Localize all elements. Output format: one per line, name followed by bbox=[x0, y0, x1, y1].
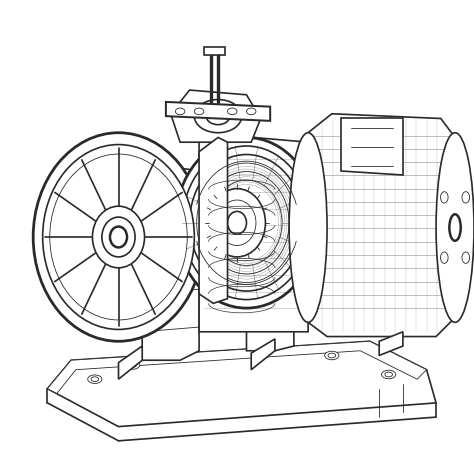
Ellipse shape bbox=[92, 206, 145, 268]
Polygon shape bbox=[199, 133, 308, 332]
Ellipse shape bbox=[175, 108, 185, 115]
Polygon shape bbox=[118, 346, 142, 379]
Ellipse shape bbox=[462, 191, 470, 203]
Ellipse shape bbox=[218, 200, 256, 246]
Polygon shape bbox=[142, 166, 199, 360]
Ellipse shape bbox=[325, 351, 339, 360]
Polygon shape bbox=[166, 102, 270, 121]
Ellipse shape bbox=[194, 100, 242, 133]
Ellipse shape bbox=[462, 252, 470, 264]
Ellipse shape bbox=[211, 180, 282, 265]
Ellipse shape bbox=[182, 146, 310, 300]
Polygon shape bbox=[47, 341, 436, 427]
Ellipse shape bbox=[50, 154, 187, 320]
Polygon shape bbox=[341, 118, 403, 175]
Ellipse shape bbox=[194, 108, 204, 115]
Ellipse shape bbox=[204, 172, 289, 274]
Ellipse shape bbox=[88, 375, 102, 383]
Ellipse shape bbox=[289, 133, 327, 322]
Ellipse shape bbox=[228, 108, 237, 115]
Ellipse shape bbox=[175, 137, 318, 308]
Ellipse shape bbox=[110, 227, 127, 247]
Polygon shape bbox=[199, 137, 228, 303]
Ellipse shape bbox=[328, 353, 336, 358]
Polygon shape bbox=[204, 47, 225, 55]
Ellipse shape bbox=[440, 191, 448, 203]
Ellipse shape bbox=[129, 363, 137, 367]
Ellipse shape bbox=[385, 372, 392, 377]
Ellipse shape bbox=[126, 361, 140, 369]
Polygon shape bbox=[171, 90, 261, 142]
Ellipse shape bbox=[382, 370, 396, 379]
Ellipse shape bbox=[206, 108, 230, 125]
Polygon shape bbox=[308, 114, 455, 337]
Ellipse shape bbox=[197, 163, 296, 283]
Ellipse shape bbox=[33, 133, 204, 341]
Ellipse shape bbox=[43, 145, 194, 329]
Polygon shape bbox=[246, 190, 294, 351]
Polygon shape bbox=[379, 332, 403, 356]
Polygon shape bbox=[47, 341, 427, 393]
Ellipse shape bbox=[190, 155, 303, 291]
Ellipse shape bbox=[246, 108, 256, 115]
Ellipse shape bbox=[102, 217, 135, 257]
Ellipse shape bbox=[436, 133, 474, 322]
Ellipse shape bbox=[209, 189, 265, 257]
Ellipse shape bbox=[91, 377, 99, 382]
Ellipse shape bbox=[440, 252, 448, 264]
Polygon shape bbox=[251, 339, 275, 370]
Ellipse shape bbox=[449, 214, 461, 241]
Ellipse shape bbox=[228, 211, 246, 234]
